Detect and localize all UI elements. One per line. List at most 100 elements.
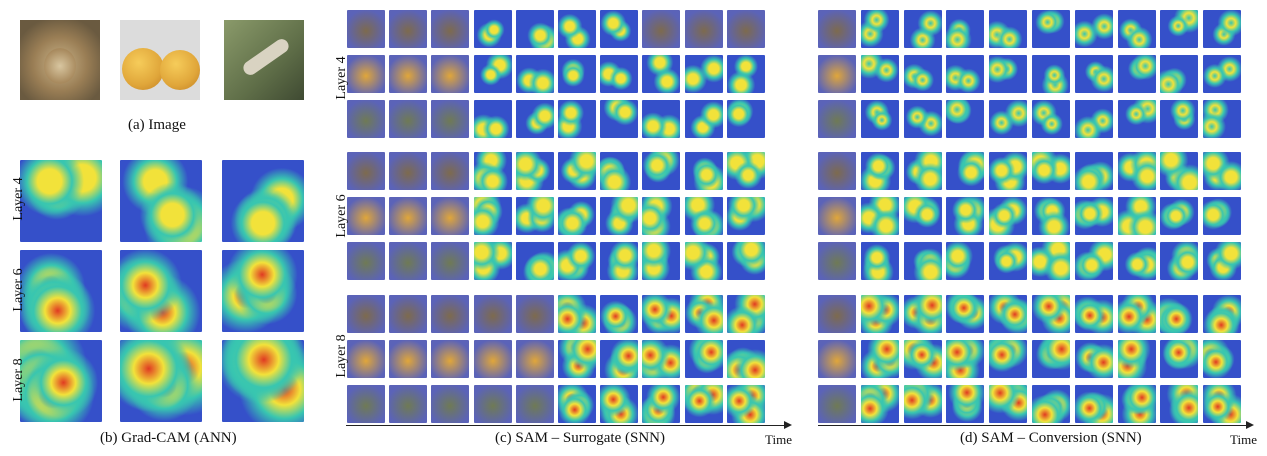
surrogate-tile — [431, 152, 470, 190]
surrogate-tile — [515, 100, 554, 138]
surrogate-tile — [431, 340, 470, 378]
conversion-tile — [1203, 152, 1242, 190]
surrogate-tile — [600, 197, 639, 235]
surrogate-tile — [347, 10, 385, 48]
surrogate-tile — [431, 55, 470, 93]
conversion-tile — [1117, 55, 1156, 93]
gradcam-layer-label: Layer 6 — [11, 268, 26, 312]
time-axis — [818, 425, 1248, 426]
conversion-tile — [1160, 197, 1199, 235]
conversion-tile — [818, 295, 856, 333]
surrogate-tile — [726, 152, 765, 190]
conversion-tile — [1032, 55, 1070, 93]
caption-a: (a) Image — [128, 117, 186, 133]
surrogate-tile — [389, 340, 428, 378]
conversion-tile — [989, 385, 1028, 423]
surrogate-tile — [642, 152, 681, 190]
surrogate-tile — [684, 295, 723, 333]
conversion-tile — [818, 385, 856, 423]
surrogate-tile — [347, 385, 385, 423]
gradcam-tile — [222, 340, 304, 422]
surrogate-tile — [389, 385, 428, 423]
surrogate-tile — [726, 295, 765, 333]
conversion-tile — [1160, 100, 1199, 138]
conversion-tile — [1160, 242, 1199, 280]
conversion-tile — [946, 385, 985, 423]
surrogate-tile — [473, 242, 512, 280]
surrogate-layer-label: Layer 6 — [334, 194, 349, 238]
surrogate-tile — [600, 55, 639, 93]
caption-b: (b) Grad-CAM (ANN) — [100, 430, 237, 446]
conversion-tile — [1074, 242, 1113, 280]
surrogate-tile — [558, 340, 596, 378]
conversion-tile — [860, 295, 899, 333]
conversion-tile — [1203, 197, 1242, 235]
conversion-tile — [1032, 242, 1070, 280]
conversion-tile — [1032, 385, 1070, 423]
conversion-tile — [1074, 340, 1113, 378]
conversion-tile — [1203, 295, 1242, 333]
time-axis-label: Time — [1230, 432, 1257, 447]
conversion-tile — [818, 10, 856, 48]
gradcam-layer-label: Layer 4 — [11, 177, 26, 221]
surrogate-tile — [726, 10, 765, 48]
surrogate-tile — [515, 340, 554, 378]
time-arrow-icon — [1246, 421, 1254, 429]
conversion-tile — [818, 55, 856, 93]
conversion-tile — [1203, 242, 1242, 280]
conversion-tile — [1117, 242, 1156, 280]
surrogate-tile — [389, 242, 428, 280]
surrogate-tile — [347, 242, 385, 280]
conversion-tile — [989, 100, 1028, 138]
surrogate-tile — [726, 100, 765, 138]
surrogate-tile — [684, 10, 723, 48]
conversion-tile — [946, 100, 985, 138]
conversion-tile — [860, 242, 899, 280]
conversion-tile — [1117, 197, 1156, 235]
gradcam-tile — [222, 250, 304, 332]
surrogate-tile — [473, 100, 512, 138]
conversion-tile — [903, 152, 942, 190]
surrogate-tile — [642, 55, 681, 93]
conversion-tile — [1074, 10, 1113, 48]
surrogate-tile — [558, 100, 596, 138]
conversion-tile — [989, 295, 1028, 333]
surrogate-tile — [515, 385, 554, 423]
conversion-tile — [818, 242, 856, 280]
conversion-tile — [860, 340, 899, 378]
conversion-tile — [989, 55, 1028, 93]
conversion-tile — [903, 55, 942, 93]
conversion-tile — [946, 242, 985, 280]
conversion-tile — [989, 242, 1028, 280]
surrogate-tile — [431, 100, 470, 138]
surrogate-tile — [642, 340, 681, 378]
conversion-tile — [860, 55, 899, 93]
surrogate-tile — [600, 385, 639, 423]
surrogate-tile — [515, 55, 554, 93]
surrogate-tile — [600, 10, 639, 48]
surrogate-tile — [347, 100, 385, 138]
time-axis-label: Time — [765, 432, 792, 447]
conversion-tile — [1117, 340, 1156, 378]
surrogate-tile — [558, 197, 596, 235]
gradcam-tile — [20, 340, 102, 422]
surrogate-layer-label: Layer 8 — [334, 334, 349, 378]
surrogate-tile — [431, 197, 470, 235]
surrogate-tile — [473, 10, 512, 48]
conversion-tile — [818, 152, 856, 190]
conversion-tile — [818, 197, 856, 235]
surrogate-tile — [600, 100, 639, 138]
conversion-tile — [989, 10, 1028, 48]
surrogate-tile — [431, 242, 470, 280]
surrogate-tile — [600, 242, 639, 280]
surrogate-tile — [347, 197, 385, 235]
conversion-tile — [903, 295, 942, 333]
conversion-tile — [1117, 10, 1156, 48]
surrogate-tile — [642, 197, 681, 235]
conversion-tile — [860, 10, 899, 48]
conversion-tile — [1160, 10, 1199, 48]
surrogate-tile — [515, 242, 554, 280]
surrogate-tile — [600, 340, 639, 378]
conversion-tile — [946, 295, 985, 333]
surrogate-tile — [347, 340, 385, 378]
